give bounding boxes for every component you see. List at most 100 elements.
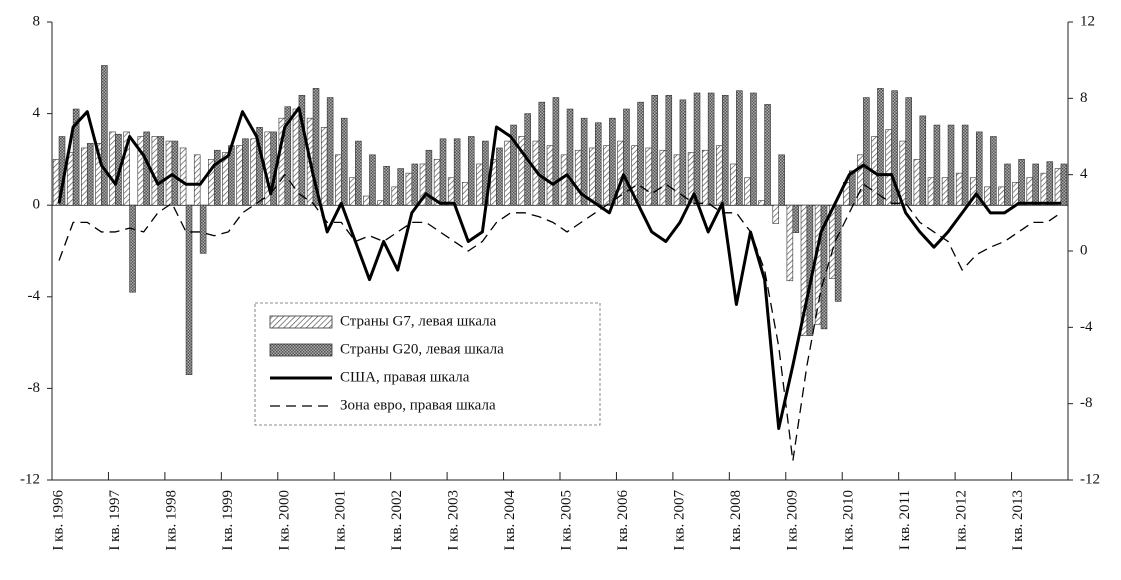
bar [990,136,997,206]
bar [349,177,356,206]
bar [560,154,568,206]
bar [1040,172,1048,206]
bar [326,97,334,206]
y-tick-label: 4 [33,105,41,121]
bar [758,200,765,206]
x-tick-label: I кв. 2005 [558,490,574,551]
y-tick-label: 0 [33,197,41,213]
x-tick-label: I кв. 2000 [276,490,292,551]
bar [679,99,687,206]
x-tick-label: I кв. 2002 [389,490,405,551]
x-tick-label: I кв. 2010 [841,490,857,551]
bar [1032,163,1039,206]
bar [693,92,701,206]
bar [250,138,257,206]
bar [814,204,822,325]
bar [312,88,320,206]
bar [298,94,306,206]
bar [213,149,221,206]
y-tick-label: -12 [20,471,40,487]
bar [171,140,179,206]
bar [462,182,469,206]
bar [199,204,207,254]
bar [86,143,94,206]
y2-tick-label: 8 [1080,90,1088,106]
bar [848,170,856,206]
bar [538,101,546,206]
bar [391,186,399,206]
bar [165,140,173,206]
legend: Страны G7, левая шкала Страны G20, левая … [254,302,601,426]
bar [504,140,511,206]
bar [947,124,955,206]
bar [913,159,921,206]
bar [927,177,935,206]
bar [81,147,88,206]
bar [129,204,136,293]
bar [891,90,898,206]
bar [447,177,455,206]
y2-tick-label: 0 [1080,242,1088,258]
x-tick-label: I кв. 2009 [784,490,800,551]
bar [510,124,517,206]
bar [603,145,610,206]
bar [453,138,461,206]
legend-label: Зона евро, правая шкала [340,397,496,413]
bar [52,159,60,206]
legend-swatch [269,343,333,357]
x-tick-label: I кв. 1996 [50,490,66,551]
bar [284,106,292,206]
x-tick-label: I кв. 2001 [333,490,349,551]
bar [397,168,404,206]
bar [496,147,503,206]
x-tick-label: I кв. 2003 [446,490,462,551]
y2-tick-label: 12 [1080,13,1095,29]
y2-tick-label: -12 [1080,471,1100,487]
x-tick-label: I кв. 2004 [502,490,518,551]
bar [736,90,743,206]
bar [716,145,723,206]
legend-swatch [269,315,333,329]
bar [546,145,554,206]
y2-tick-label: -8 [1080,395,1093,411]
bar [1012,182,1019,206]
bar [185,204,193,375]
bar [744,177,751,206]
bar [574,149,582,206]
y-tick-label: 8 [33,13,41,29]
bar [998,186,1005,206]
bar [101,65,108,206]
line [58,174,1062,462]
bar [1026,177,1034,206]
bar [721,94,729,206]
bar [637,101,644,206]
x-tick-label: I кв. 2008 [728,490,744,551]
bar [730,163,737,206]
bar [363,195,370,206]
bar [552,97,560,206]
bar [609,117,616,206]
bar [863,97,870,206]
bar [857,154,864,206]
bar [885,129,892,206]
bar [320,127,328,206]
y-tick-label: -8 [28,380,41,396]
bar [750,92,757,206]
y2-tick-label: -4 [1080,319,1093,335]
bar [242,138,249,206]
bar [157,136,165,206]
bar [1060,163,1068,206]
bar [193,154,201,206]
bar [355,140,362,206]
bar [589,147,596,206]
bar [179,147,187,206]
bar [975,131,983,206]
bar [919,115,927,206]
bar [340,117,348,206]
bar [707,92,715,206]
bar [377,200,384,206]
bar [665,94,673,206]
bar [961,124,969,206]
bar [955,172,963,206]
